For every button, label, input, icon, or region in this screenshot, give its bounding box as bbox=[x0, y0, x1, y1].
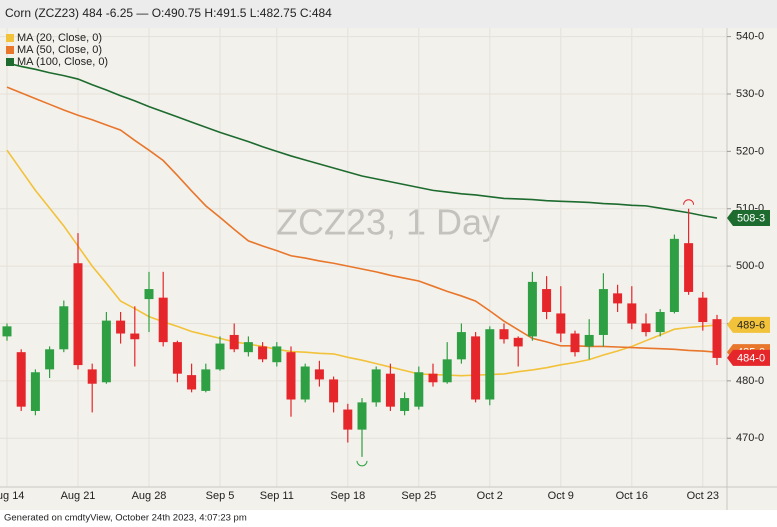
candle-body bbox=[272, 346, 282, 363]
candle-body bbox=[385, 373, 395, 407]
candle-body bbox=[414, 372, 424, 407]
price-tag-label: 489-6 bbox=[737, 319, 765, 331]
candle-body bbox=[45, 349, 55, 370]
y-tick-label: 480-0 bbox=[736, 375, 764, 387]
candle-body bbox=[655, 312, 665, 333]
footer: Generated on cmdtyView, October 24th 202… bbox=[4, 513, 247, 524]
candle-body bbox=[300, 366, 310, 400]
candle-body bbox=[698, 297, 708, 323]
candle-body bbox=[73, 263, 83, 366]
candle-body bbox=[101, 320, 111, 383]
legend-label: MA (50, Close, 0) bbox=[17, 44, 102, 56]
candle-body bbox=[329, 379, 339, 403]
y-tick-label: 530-0 bbox=[736, 88, 764, 100]
moving-average-line bbox=[6, 149, 718, 377]
candle-body bbox=[286, 352, 296, 400]
moving-average-line bbox=[6, 86, 718, 353]
candle-body bbox=[201, 369, 211, 391]
header-bar bbox=[0, 0, 777, 28]
x-tick-label: Aug 14 bbox=[0, 490, 24, 502]
price-tag-label: 508-3 bbox=[737, 212, 765, 224]
x-tick-label: Aug 21 bbox=[61, 490, 96, 502]
candle-body bbox=[542, 289, 552, 313]
x-tick-label: Oct 23 bbox=[687, 490, 719, 502]
candle-body bbox=[641, 323, 651, 333]
candle-body bbox=[144, 289, 154, 300]
candle-body bbox=[669, 238, 679, 313]
x-tick-label: Oct 9 bbox=[548, 490, 574, 502]
candle-body bbox=[471, 336, 481, 400]
x-tick-label: Oct 2 bbox=[477, 490, 503, 502]
x-tick-label: Sep 25 bbox=[401, 490, 436, 502]
candle-body bbox=[357, 402, 367, 430]
candle-body bbox=[187, 375, 197, 390]
candle-body bbox=[2, 326, 12, 337]
candle-body bbox=[485, 329, 495, 400]
candle-body bbox=[584, 334, 594, 347]
candle-body bbox=[243, 342, 253, 353]
low-marker bbox=[356, 460, 368, 467]
plot-background bbox=[0, 28, 777, 510]
x-tick-label: Oct 16 bbox=[616, 490, 648, 502]
candle-body bbox=[158, 297, 168, 343]
candle-body bbox=[371, 369, 381, 403]
candle-body bbox=[258, 346, 268, 360]
candle-body bbox=[116, 320, 126, 334]
price-tag bbox=[727, 210, 770, 227]
candle-body bbox=[130, 333, 140, 340]
candle-body bbox=[712, 319, 722, 358]
candle-body bbox=[16, 352, 26, 407]
price-tag bbox=[727, 316, 770, 333]
candle-body bbox=[229, 334, 239, 350]
candle-body bbox=[613, 293, 623, 304]
candle-body bbox=[684, 243, 694, 292]
watermark: ZCZ23, 1 Day bbox=[276, 202, 500, 243]
candle-body bbox=[499, 329, 509, 340]
candle-body bbox=[215, 343, 225, 370]
y-tick-label: 520-0 bbox=[736, 145, 764, 157]
price-tag bbox=[727, 349, 770, 366]
moving-average-line bbox=[6, 62, 718, 219]
candle-body bbox=[30, 372, 40, 411]
candle-body bbox=[627, 303, 637, 324]
candle-body bbox=[314, 369, 324, 380]
candle-body bbox=[570, 333, 580, 353]
y-tick-label: 540-0 bbox=[736, 31, 764, 43]
candle-body bbox=[598, 289, 608, 335]
candle-body bbox=[343, 409, 353, 430]
candle-body bbox=[513, 337, 523, 347]
y-tick-label: 500-0 bbox=[736, 260, 764, 272]
candle-body bbox=[556, 313, 566, 334]
legend-label: MA (20, Close, 0) bbox=[17, 32, 102, 44]
legend-swatch bbox=[6, 46, 14, 54]
chart-title: Corn (ZCZ23) 484 -6.25 — O:490.75 H:491.… bbox=[5, 6, 332, 20]
x-tick-label: Sep 5 bbox=[206, 490, 235, 502]
candle-body bbox=[87, 369, 97, 384]
candle-body bbox=[442, 359, 452, 383]
high-marker bbox=[683, 199, 695, 205]
legend-label: MA (100, Close, 0) bbox=[17, 56, 108, 68]
x-tick-label: Sep 11 bbox=[260, 490, 294, 502]
candle-body bbox=[456, 332, 466, 360]
price-tag-label: 484-0 bbox=[737, 352, 765, 364]
candle-body bbox=[172, 342, 182, 374]
candle-body bbox=[527, 281, 537, 337]
candle-body bbox=[428, 373, 438, 383]
legend-swatch bbox=[6, 34, 14, 42]
plot bbox=[0, 28, 727, 487]
legend-swatch bbox=[6, 58, 14, 66]
x-tick-label: Sep 18 bbox=[330, 490, 365, 502]
x-tick-label: Aug 28 bbox=[132, 490, 167, 502]
candle-body bbox=[59, 306, 69, 350]
y-tick-label: 470-0 bbox=[736, 432, 764, 444]
candle-body bbox=[400, 398, 410, 411]
